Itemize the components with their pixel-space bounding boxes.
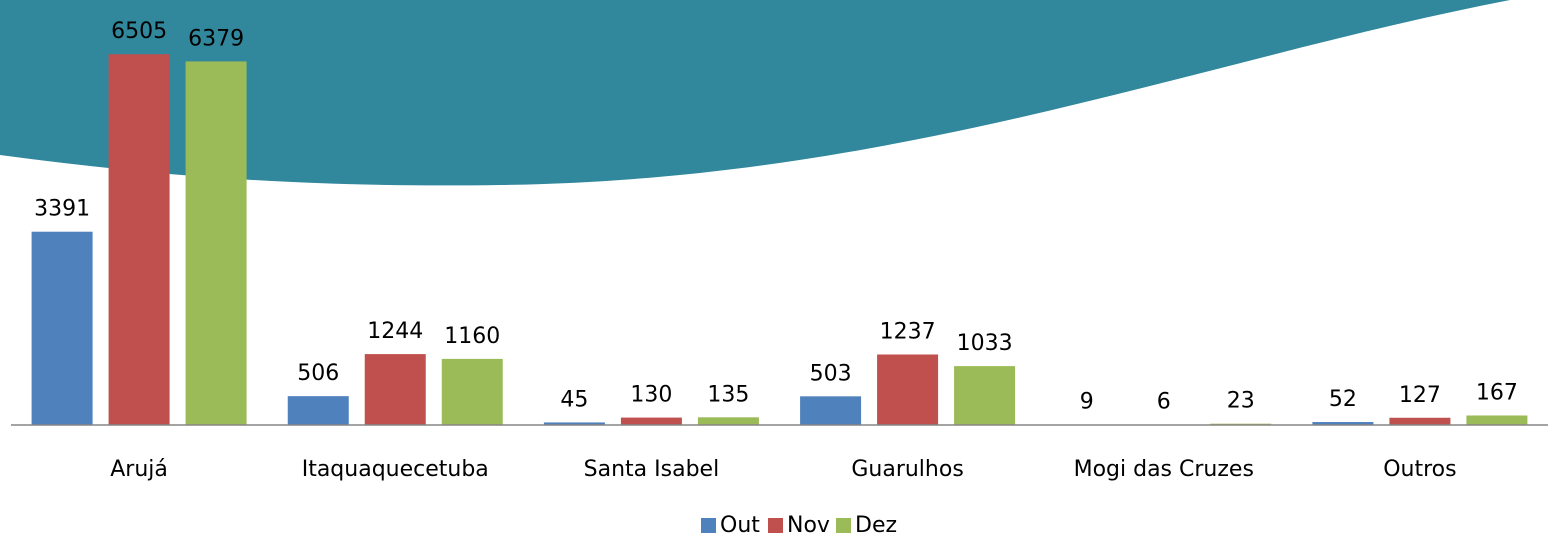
- bar: [697, 417, 759, 425]
- bar: [954, 366, 1016, 425]
- data-label: 52: [1329, 387, 1357, 412]
- bar: [1312, 422, 1374, 425]
- data-label: 45: [560, 387, 588, 412]
- x-tick-label: Arujá: [110, 457, 168, 482]
- legend-label: Out: [720, 513, 760, 538]
- data-label: 127: [1399, 383, 1441, 408]
- data-label: 23: [1227, 389, 1255, 414]
- bar: [1466, 415, 1528, 425]
- data-label: 3391: [34, 197, 90, 222]
- bar: [543, 422, 605, 425]
- bar: [108, 54, 170, 426]
- data-label: 130: [630, 383, 672, 408]
- bar: [364, 354, 426, 425]
- x-tick-label: Mogi das Cruzes: [1074, 457, 1254, 482]
- bar: [31, 231, 93, 425]
- data-label: 1033: [957, 331, 1013, 356]
- x-tick-label: Outros: [1383, 457, 1456, 482]
- data-label: 1244: [367, 319, 423, 344]
- bar: [185, 61, 247, 425]
- bar: [877, 354, 939, 425]
- bar: [620, 417, 682, 425]
- legend-label: Nov: [787, 513, 830, 538]
- bar: [287, 396, 349, 425]
- data-label: 135: [707, 382, 749, 407]
- legend-label: Dez: [855, 513, 897, 538]
- data-label: 506: [297, 361, 339, 386]
- bar: [800, 396, 862, 425]
- data-label: 167: [1476, 380, 1518, 405]
- background-wave: [0, 0, 1510, 186]
- x-tick-label: Itaquaquecetuba: [302, 457, 489, 482]
- legend-swatch: [701, 518, 716, 533]
- data-label: 6: [1157, 390, 1171, 415]
- data-label: 9: [1080, 389, 1094, 414]
- legend-swatch: [768, 518, 783, 533]
- legend-swatch: [836, 518, 851, 533]
- x-tick-label: Guarulhos: [851, 457, 963, 482]
- x-tick-label: Santa Isabel: [584, 457, 720, 482]
- bar: [1389, 417, 1451, 425]
- data-label: 6505: [111, 19, 167, 44]
- data-label: 1160: [444, 324, 500, 349]
- data-label: 1237: [880, 319, 936, 344]
- data-label: 6379: [188, 26, 244, 51]
- data-label: 503: [810, 361, 852, 386]
- bar: [441, 358, 503, 425]
